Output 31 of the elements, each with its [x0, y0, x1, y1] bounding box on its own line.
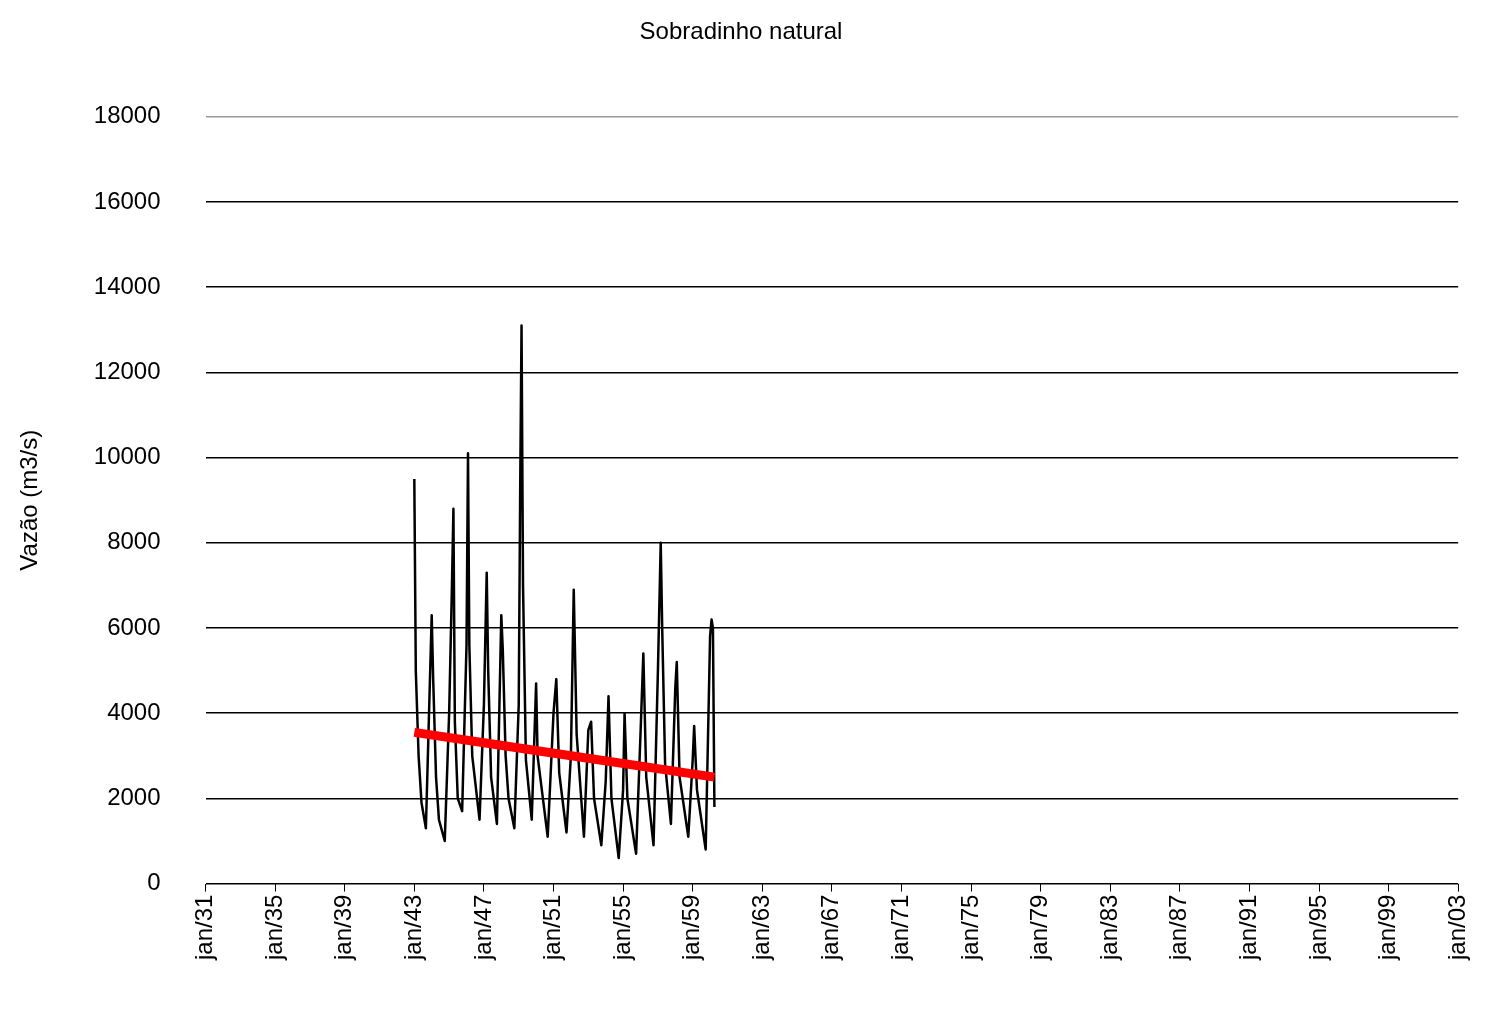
x-tick-label: jan/99 [1373, 894, 1401, 961]
y-tick-label: 4000 [107, 697, 161, 725]
x-tick-label: jan/59 [677, 894, 705, 961]
y-tick-label: 14000 [93, 271, 161, 299]
x-tick-label: jan/75 [955, 894, 983, 961]
y-tick-label: 10000 [93, 442, 161, 470]
y-tick-label: 0 [147, 868, 161, 896]
x-tick-label: jan/43 [398, 894, 426, 961]
x-tick-label: jan/63 [746, 894, 774, 961]
x-tick-label: jan/47 [468, 894, 496, 961]
x-tick-label: jan/95 [1303, 894, 1331, 961]
x-tick-label: jan/51 [538, 894, 566, 961]
y-tick-label: 2000 [107, 783, 161, 811]
x-tick-label: jan/03 [1442, 894, 1470, 961]
x-tick-label: jan/71 [886, 894, 914, 961]
y-tick-label: 6000 [107, 612, 161, 640]
y-tick-label: 18000 [93, 101, 161, 129]
y-tick-label: 12000 [93, 357, 161, 385]
x-tick-label: jan/31 [190, 894, 218, 961]
x-tick-label: jan/55 [607, 894, 635, 961]
x-tick-label: jan/35 [259, 894, 287, 961]
x-tick-label: jan/87 [1164, 894, 1192, 961]
x-tick-label: jan/39 [329, 894, 357, 961]
y-tick-label: 16000 [93, 186, 161, 214]
y-tick-label: 8000 [107, 527, 161, 555]
y-axis-title: Vazão (m3/s) [15, 429, 43, 571]
x-tick-label: jan/83 [1094, 894, 1122, 961]
x-tick-label: jan/91 [1234, 894, 1262, 961]
x-tick-label: jan/79 [1025, 894, 1053, 961]
x-tick-label: jan/67 [816, 894, 844, 961]
chart-title: Sobradinho natural [639, 17, 843, 45]
